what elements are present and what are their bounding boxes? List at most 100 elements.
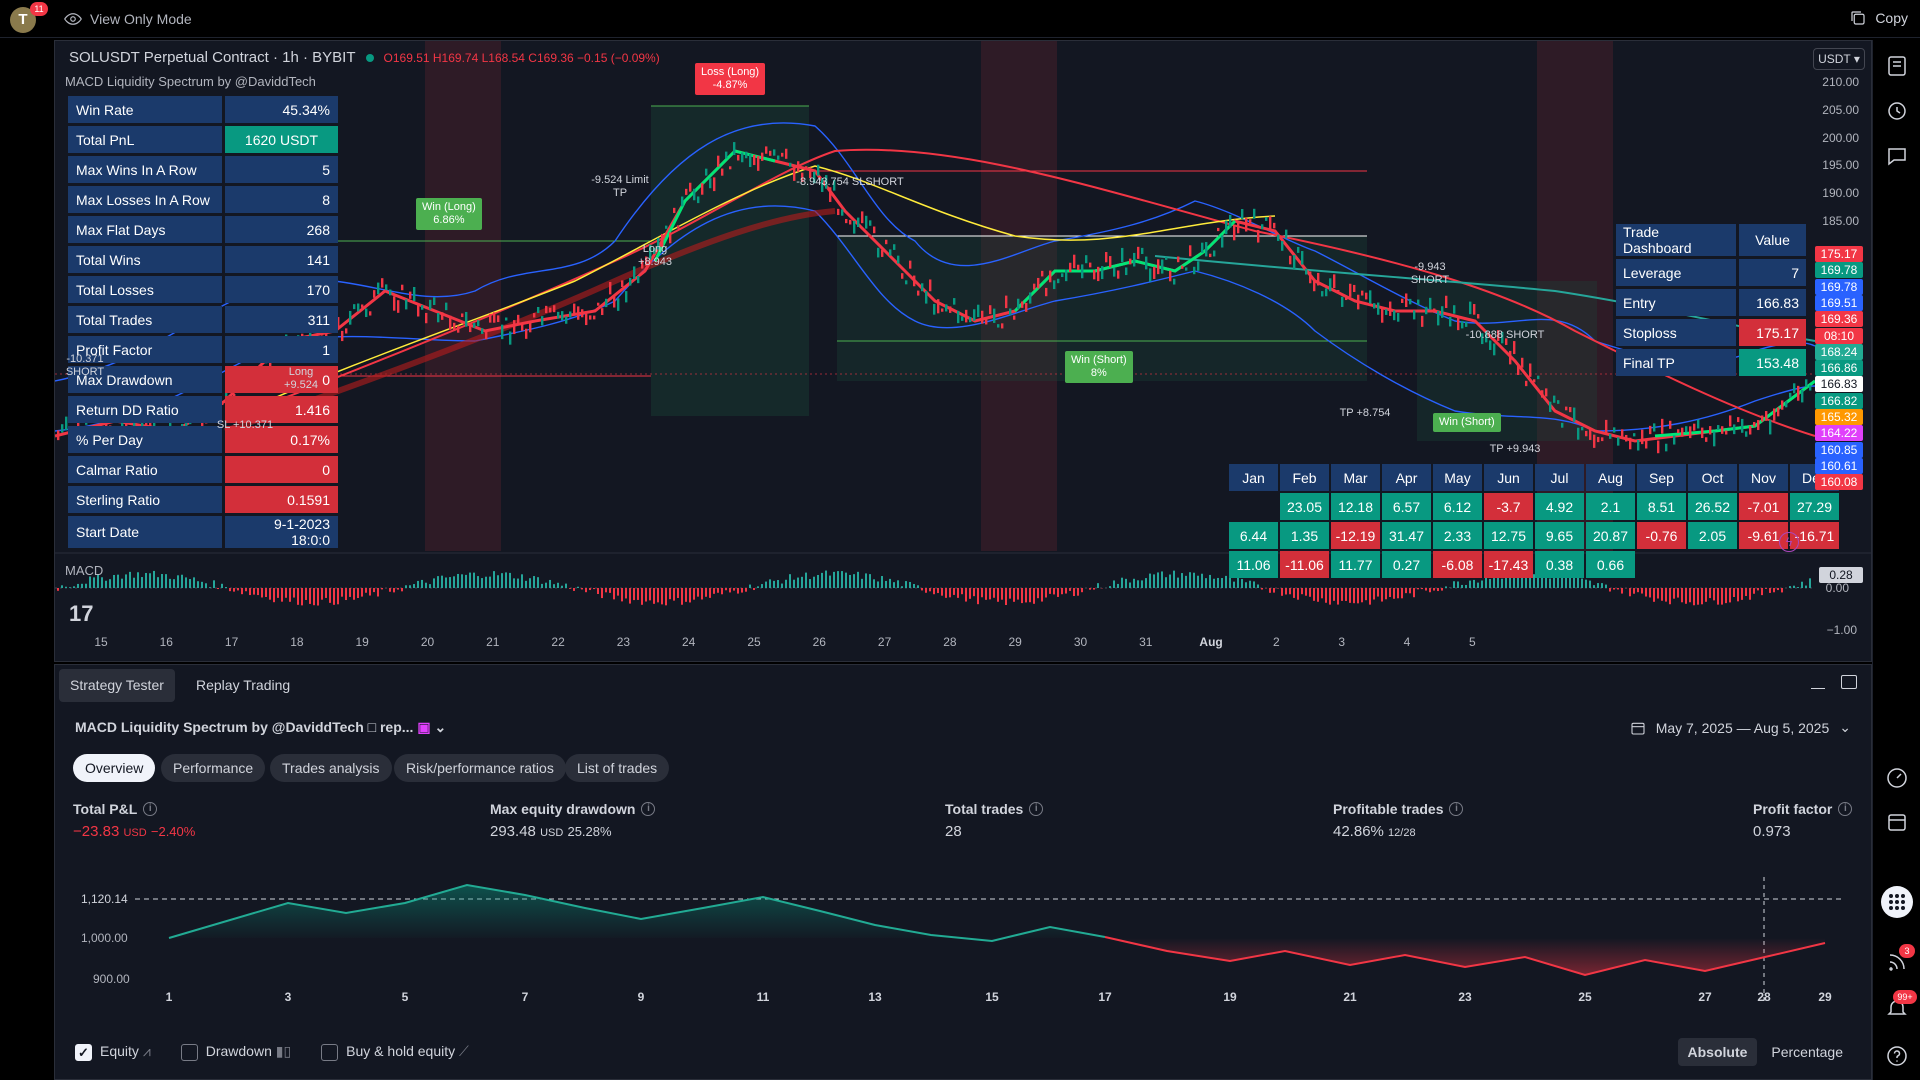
- indicator-title[interactable]: MACD Liquidity Spectrum by @DaviddTech: [65, 74, 316, 89]
- info-icon[interactable]: i: [641, 802, 656, 816]
- macd-bar: [1357, 588, 1359, 604]
- macd-bar: [1181, 573, 1183, 588]
- candle: [625, 291, 628, 303]
- candle: [549, 307, 552, 313]
- macd-bar: [1117, 583, 1119, 588]
- macd-bar: [737, 588, 739, 594]
- candle: [1633, 433, 1636, 437]
- tab-replay-trading[interactable]: Replay Trading: [196, 677, 291, 693]
- macd-bar: [1173, 570, 1175, 588]
- macd-bar: [493, 571, 495, 588]
- macd-bar: [729, 588, 731, 593]
- pill-trades-analysis[interactable]: Trades analysis: [270, 754, 392, 782]
- drawdown-checkbox[interactable]: Drawdown ▮▯: [180, 1043, 291, 1061]
- macd-bar: [821, 572, 823, 588]
- strategy-name[interactable]: MACD Liquidity Spectrum by @DaviddTech □…: [75, 719, 447, 735]
- trade-dashboard-row: Leverage 7: [1616, 259, 1806, 286]
- candle: [1753, 422, 1756, 427]
- candle: [1261, 224, 1264, 230]
- price-tag: 169.51: [1815, 294, 1863, 311]
- candle: [1525, 380, 1528, 387]
- strategy-settings-icon[interactable]: ▣: [417, 719, 431, 735]
- candle: [613, 295, 616, 308]
- symbol-header[interactable]: SOLUSDT Perpetual Contract · 1h · BYBIT …: [69, 49, 660, 66]
- tab-strategy-tester[interactable]: Strategy Tester: [59, 669, 175, 702]
- macd-bar: [925, 588, 927, 593]
- macd-bar: [1517, 576, 1519, 588]
- time-label: 26: [812, 635, 826, 649]
- macd-bar: [1241, 579, 1243, 588]
- info-icon[interactable]: i: [1029, 802, 1044, 816]
- alarm-clock-icon[interactable]: [1885, 98, 1909, 122]
- chat-icon[interactable]: [1885, 144, 1909, 168]
- time-label: 21: [486, 635, 500, 649]
- calendar-icon[interactable]: [1885, 810, 1909, 834]
- candle: [657, 237, 660, 250]
- macd-bar: [785, 579, 787, 588]
- buy-hold-checkbox[interactable]: Buy & hold equity ⟋: [321, 1043, 469, 1061]
- macd-bar: [1793, 585, 1795, 588]
- candle: [409, 291, 412, 299]
- macd-bar: [1065, 588, 1067, 594]
- macd-bar: [305, 588, 307, 600]
- candle: [121, 420, 124, 429]
- symbol-title[interactable]: SOLUSDT Perpetual Contract · 1h · BYBIT: [69, 49, 356, 66]
- macd-bar: [1549, 578, 1551, 588]
- candle: [1573, 407, 1576, 422]
- currency-select[interactable]: USDT ▾: [1813, 48, 1865, 70]
- help-icon[interactable]: [1885, 1044, 1909, 1068]
- macd-bar: [429, 584, 431, 588]
- candle: [1145, 256, 1148, 270]
- info-icon[interactable]: i: [1838, 802, 1853, 816]
- speedometer-icon[interactable]: [1885, 766, 1909, 790]
- pill-risk-ratios[interactable]: Risk/performance ratios: [394, 754, 566, 782]
- macd-bar: [517, 578, 519, 588]
- time-axis[interactable]: 15 16 17 18 19 20 21 22 23 24 25 26 27 28 29 30 31 Aug 2 3 4…: [55, 631, 1871, 661]
- candle: [937, 299, 940, 314]
- macd-bar: [1157, 572, 1159, 588]
- macd-bar: [1577, 577, 1579, 588]
- macd-bar: [1005, 588, 1007, 605]
- macd-bar: [1753, 588, 1755, 594]
- equity-chart[interactable]: 1,120.14 1,000.00 900.00 1 3 5 7 9 11 13 15 17 19…: [55, 865, 1873, 1025]
- macd-label[interactable]: MACD: [65, 563, 104, 578]
- stats-row: Sterling Ratio 0.1591: [68, 486, 338, 513]
- candle: [513, 320, 516, 335]
- pill-performance[interactable]: Performance: [161, 754, 266, 782]
- candle: [1305, 268, 1308, 275]
- macd-bar: [565, 583, 567, 588]
- price-chart[interactable]: SOLUSDT Perpetual Contract · 1h · BYBIT …: [54, 40, 1872, 662]
- view-only-mode[interactable]: View Only Mode: [64, 10, 192, 28]
- info-icon[interactable]: i: [1449, 802, 1464, 816]
- macd-bar: [513, 578, 515, 588]
- pill-list-of-trades[interactable]: List of trades: [565, 754, 670, 782]
- maximize-icon[interactable]: [1841, 675, 1857, 689]
- macd-bar: [125, 574, 127, 588]
- macd-bar: [1809, 578, 1811, 588]
- date-range-picker[interactable]: May 7, 2025 — Aug 5, 2025 ⌄: [1630, 719, 1851, 736]
- candle: [1533, 379, 1536, 383]
- month-cell: 2.33: [1433, 522, 1482, 549]
- feed-icon[interactable]: [1885, 950, 1909, 974]
- candle: [697, 196, 700, 204]
- candle: [1677, 429, 1680, 434]
- watchlist-icon[interactable]: [1885, 54, 1909, 78]
- absolute-button[interactable]: Absolute: [1677, 1038, 1758, 1066]
- trend-line-icon: ⟋: [459, 1043, 469, 1059]
- equity-checkbox[interactable]: ✓ Equity ⩘: [75, 1043, 151, 1061]
- info-icon[interactable]: i: [143, 802, 158, 816]
- candle: [1505, 338, 1508, 345]
- apps-grid-button[interactable]: [1881, 886, 1913, 918]
- minimize-icon[interactable]: [1811, 675, 1825, 689]
- pill-overview[interactable]: Overview: [73, 754, 156, 782]
- macd-bar: [1541, 574, 1543, 588]
- lightning-icon[interactable]: ϟ: [1779, 532, 1799, 552]
- copy-button[interactable]: Copy: [1849, 9, 1908, 27]
- price-axis[interactable]: 210.00 205.00 200.00 195.00 190.00 185.00 175.…: [1811, 41, 1871, 551]
- candle: [881, 249, 884, 257]
- percentage-button[interactable]: Percentage: [1771, 1044, 1843, 1060]
- macd-bar: [509, 572, 511, 588]
- macd-bar: [641, 588, 643, 605]
- chevron-down-icon[interactable]: ⌄: [434, 719, 447, 735]
- macd-bar: [105, 580, 107, 588]
